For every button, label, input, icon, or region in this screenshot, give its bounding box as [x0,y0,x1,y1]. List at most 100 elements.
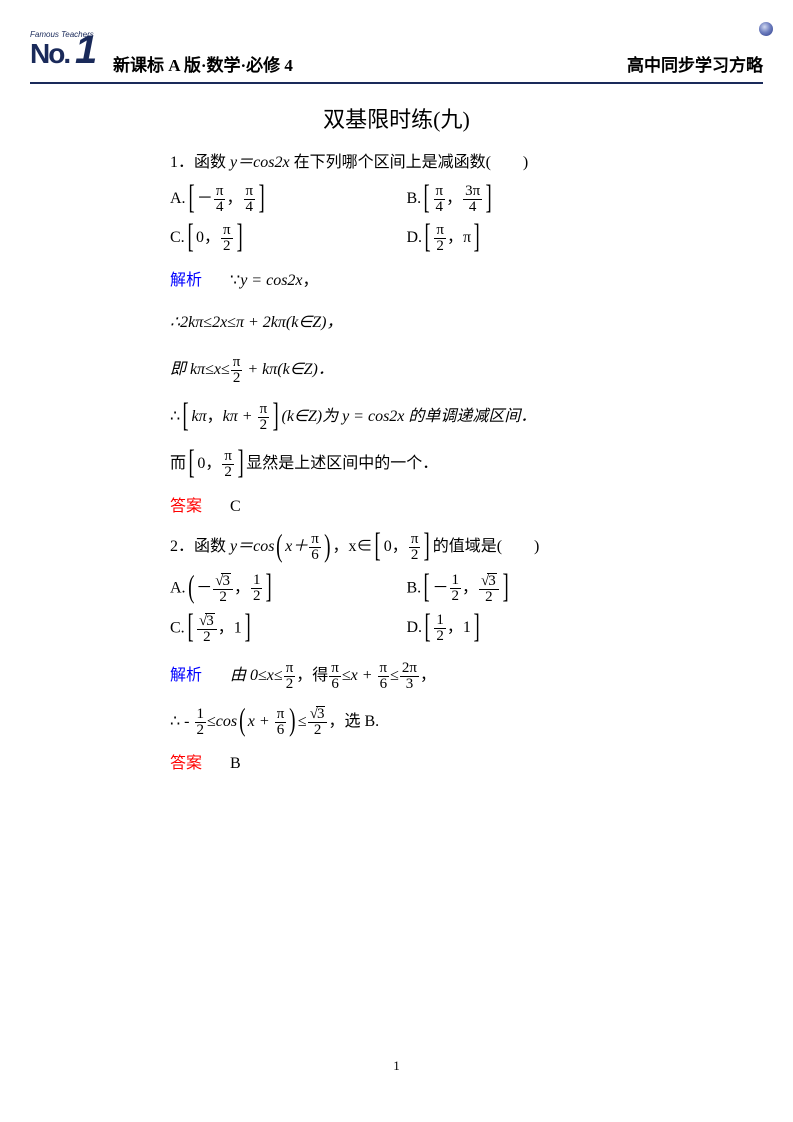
one: 1 [463,619,471,636]
lbracket-icon: [ [425,223,431,250]
rbracket-icon: ] [266,573,272,600]
comma: ， [446,191,462,208]
lbracket-icon: [ [424,573,430,600]
rbracket-icon: ] [502,573,508,600]
q1-expl-3a: 即 kπ≤x≤ [170,361,230,378]
six: 6 [329,677,341,692]
lbracket-icon: [ [187,223,193,250]
pi: π [258,402,270,418]
logo-one-text: 1 [75,28,97,73]
q1-options-row-2: C.[0，π2] D.[π2，π] [170,223,643,254]
one: 1 [434,613,446,629]
q2-option-a: A.(－32，12] [170,573,407,605]
q1-expl-1a: ∵ [230,272,240,289]
q1-stem-post: 在下列哪个区间上是减函数( ) [290,154,529,171]
rbracket-icon: ] [259,184,265,211]
q2-answer-row: 答案 B [170,753,643,775]
pi: π [221,223,233,239]
q1-explanation: 解析 ∵y = cos2x， [170,270,643,292]
kpi: kπ [192,408,207,425]
q1-option-c: C.[0，π2] [170,223,407,254]
explanation-label: 解析 [170,667,202,684]
q2-stem-pre: 2．函数 [170,538,230,555]
answer-label: 答案 [170,755,202,772]
three: 3 [487,573,497,589]
q2-expl-2a: ∴ - [170,713,194,730]
q2-option-b: B.[－12，32] [407,573,644,605]
q1-expl-1c: ， [303,272,319,289]
lbracket-icon: [ [187,613,193,640]
pi: π [434,223,446,239]
explanation-label: 解析 [170,272,202,289]
rbracket-icon: ] [474,223,480,250]
lbracket-icon: [ [375,532,381,559]
rbracket-icon: ] [273,402,279,429]
logo-no-text: No. [30,38,69,70]
q2-expl-line2: ∴ - 12≤cos(x + π6)≤32，选 B. [170,704,643,739]
six: 6 [309,548,321,563]
page: Famous Teachers No. 1 新课标 A 版·数学·必修 4 高中… [0,0,793,1122]
q1-stem-pre: 1．函数 [170,154,230,171]
three: 3 [205,613,215,629]
q1-expl-3b: + kπ(k∈Z)． [243,361,334,378]
lbracket-icon: [ [189,449,195,476]
q1-expl-line5: 而[0，π2]显然是上述区间中的一个． [170,446,643,481]
six: 6 [275,723,287,738]
q1-expl-line3: 即 kπ≤x≤π2 + kπ(k∈Z)． [170,352,643,387]
neg: － [433,580,449,597]
opt-d-lead: D. [407,230,423,247]
pi: π [231,355,243,371]
opt-a-lead: A. [170,191,186,208]
lbracket-icon: [ [188,184,194,211]
comma: ， [447,230,463,247]
q1-option-a: A.[－π4，π4] [170,184,407,215]
pi: π [214,184,226,200]
q2-expl-2b: ≤cos [207,713,237,730]
q2-stem-post: 的值域是( ) [433,538,540,555]
opt-c-lead: C. [170,620,185,637]
comma: ， [205,455,221,472]
comma: ， [234,580,250,597]
q2-expl-2c: ≤ [298,713,307,730]
six: 6 [378,677,390,692]
comma: ， [462,580,478,597]
opt-c-lead: C. [170,230,185,247]
pi: π [378,661,390,677]
q2-expl-1e: ， [420,667,436,684]
header-right-text: 高中同步学习方略 [627,51,763,80]
comma: ， [447,619,463,636]
pi: π [284,661,296,677]
lbracket-icon: [ [424,184,430,211]
pi: π [244,184,256,200]
comma: ， [218,620,234,637]
q1-option-d: D.[π2，π] [407,223,644,254]
one: 1 [195,707,207,723]
pi: π [463,230,471,247]
worksheet-title: 双基限时练(九) [30,102,763,134]
q2-explanation: 解析 由 0≤x≤π2，得π6≤x + π6≤2π3， [170,661,643,692]
rparen-icon: ) [324,533,330,559]
zero: 0 [196,230,204,247]
q2-stem-mid: ，x∈ [332,538,372,555]
rbracket-icon: ] [237,449,243,476]
q1-expl-4b: (k∈Z)为 y = cos2x 的单调递减区间． [281,408,536,425]
pi: π [275,707,287,723]
rbracket-icon: ] [486,184,492,211]
lparen-icon: ( [188,574,194,600]
q2-options-row-2: C.[32，1] D.[12，1] [170,613,643,645]
q1-expl-line4: ∴[kπ，kπ + π2](k∈Z)为 y = cos2x 的单调递减区间． [170,399,643,434]
opt-a-lead: A. [170,580,186,597]
lbracket-icon: [ [183,402,189,429]
q2-expl-1b: ，得 [296,667,328,684]
q1-expl-5b: 显然是上述区间中的一个． [246,455,438,472]
one: 1 [251,573,263,589]
page-header: Famous Teachers No. 1 新课标 A 版·数学·必修 4 高中… [30,30,763,84]
opt-b-lead: B. [407,191,422,208]
q1-expl-4a: ∴ [170,408,180,425]
three: 3 [221,573,231,589]
zero: 0 [384,538,392,555]
rparen-icon: ) [289,707,295,733]
one: 1 [234,620,242,637]
comma: ， [392,538,408,555]
q1-option-b: B.[π4，3π4] [407,184,644,215]
